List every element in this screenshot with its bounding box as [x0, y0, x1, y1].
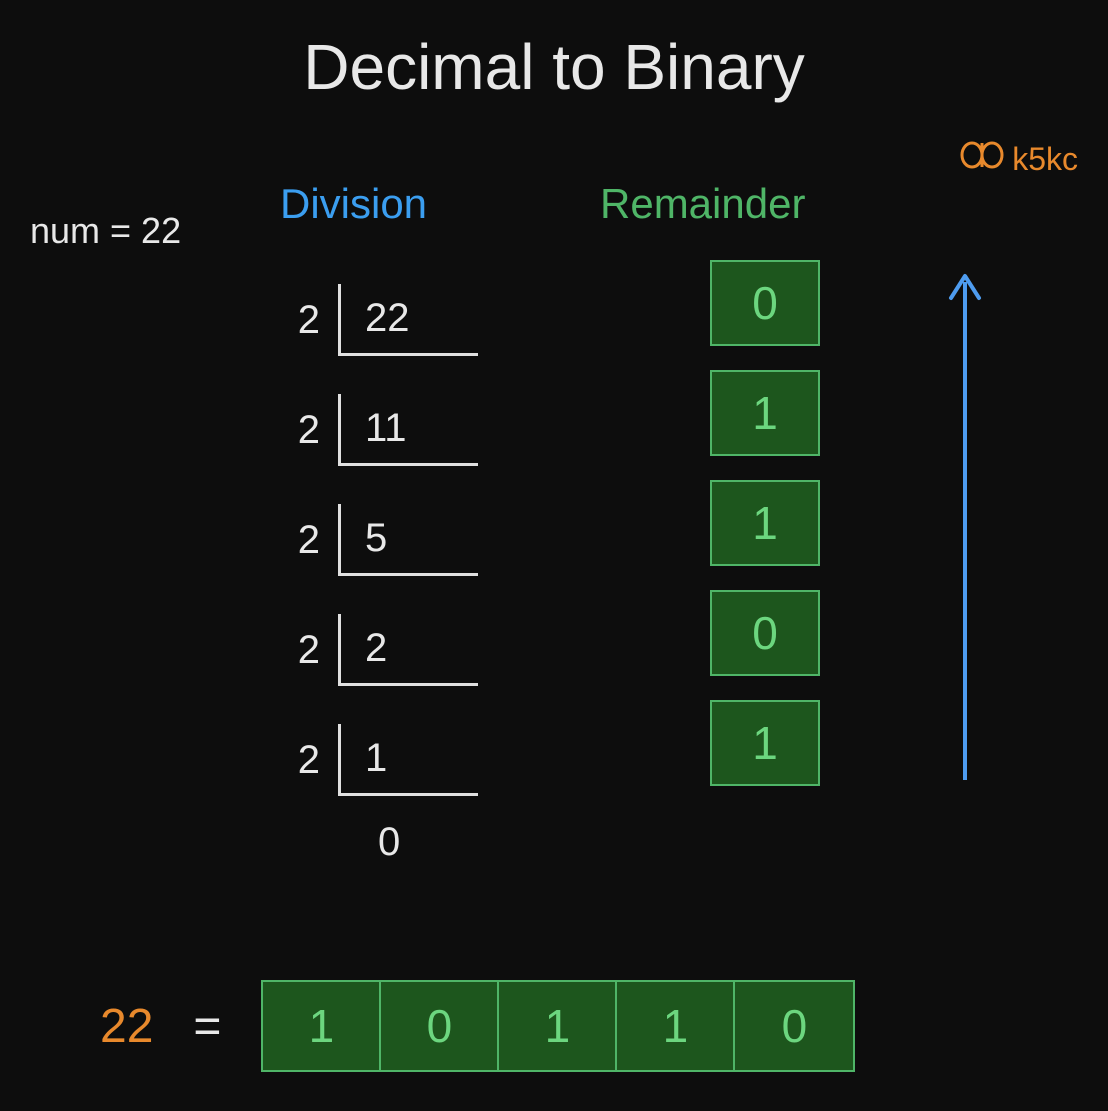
remainder-header: Remainder: [600, 180, 805, 228]
binary-result: 1 0 1 1 0: [261, 980, 855, 1072]
binary-digit: 0: [381, 982, 499, 1070]
remainder-box: 1: [710, 370, 820, 456]
division-step: 2 2: [280, 595, 478, 705]
divisor: 2: [280, 518, 320, 563]
divisor: 2: [280, 408, 320, 453]
butterfly-icon: [960, 140, 1004, 178]
division-bracket: 5: [338, 504, 478, 576]
divisor: 2: [280, 628, 320, 673]
division-step: 2 22: [280, 265, 478, 375]
division-header: Division: [280, 180, 427, 228]
equals-sign: =: [193, 999, 221, 1054]
read-direction-arrow: [945, 270, 985, 785]
division-bracket: 2: [338, 614, 478, 686]
dividend: 1: [365, 736, 387, 781]
num-label: num = 22: [30, 210, 181, 252]
binary-digit: 0: [735, 982, 853, 1070]
watermark-text: k5kc: [1012, 141, 1078, 178]
division-column: 2 22 2 11 2 5 2 2 2 1: [280, 265, 478, 815]
watermark: k5kc: [960, 140, 1078, 178]
remainder-column: 0 1 1 0 1: [710, 260, 820, 810]
result-decimal: 22: [100, 999, 153, 1054]
division-bracket: 1: [338, 724, 478, 796]
binary-digit: 1: [617, 982, 735, 1070]
division-step: 2 1: [280, 705, 478, 815]
dividend: 5: [365, 516, 387, 561]
remainder-box: 1: [710, 700, 820, 786]
remainder-box: 0: [710, 260, 820, 346]
dividend: 22: [365, 296, 410, 341]
binary-digit: 1: [263, 982, 381, 1070]
dividend: 11: [365, 406, 407, 451]
final-quotient: 0: [378, 820, 400, 865]
remainder-box: 1: [710, 480, 820, 566]
result-row: 22 = 1 0 1 1 0: [100, 980, 855, 1072]
division-bracket: 11: [338, 394, 478, 466]
dividend: 2: [365, 626, 387, 671]
page-title: Decimal to Binary: [303, 30, 805, 104]
divisor: 2: [280, 738, 320, 783]
remainder-box: 0: [710, 590, 820, 676]
divisor: 2: [280, 298, 320, 343]
division-step: 2 11: [280, 375, 478, 485]
division-step: 2 5: [280, 485, 478, 595]
division-bracket: 22: [338, 284, 478, 356]
binary-digit: 1: [499, 982, 617, 1070]
